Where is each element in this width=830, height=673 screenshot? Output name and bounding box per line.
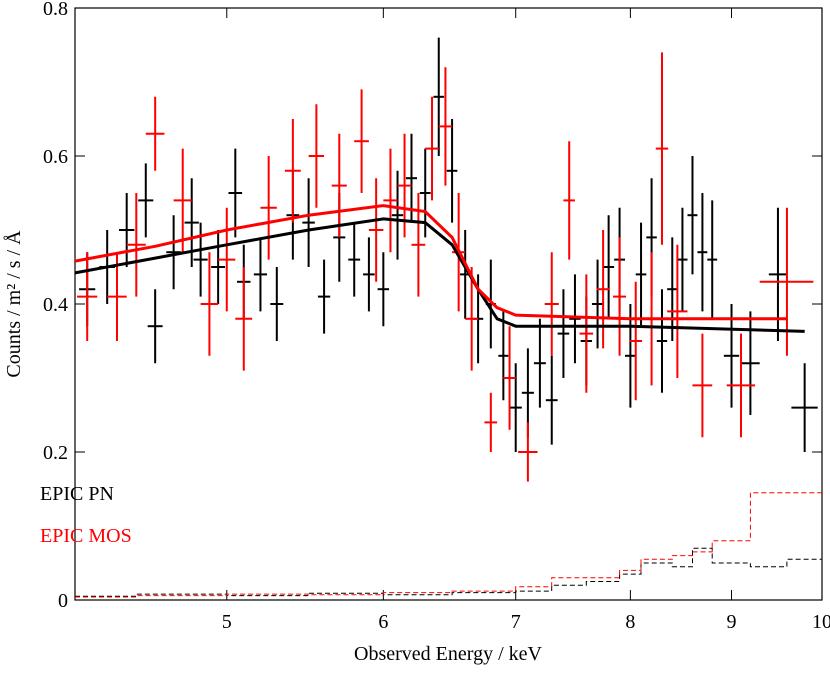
plot-frame bbox=[74, 7, 823, 601]
x-tick-label: 6 bbox=[378, 611, 388, 633]
x-tick-label: 7 bbox=[511, 611, 521, 633]
x-tick-label: 10 bbox=[812, 611, 830, 633]
y-tick-label: 0.2 bbox=[43, 442, 68, 464]
y-tick-label: 0.8 bbox=[43, 0, 68, 20]
legend-entry: EPIC MOS bbox=[40, 525, 132, 547]
model-line bbox=[74, 204, 787, 321]
y-tick-label: 0.4 bbox=[43, 294, 68, 316]
background-step bbox=[75, 492, 822, 598]
y-axis-label: Counts / m² / s / Å bbox=[3, 230, 25, 378]
x-tick-label: 8 bbox=[625, 611, 635, 633]
legend-entry: EPIC PN bbox=[40, 483, 114, 505]
x-tick-label: 5 bbox=[222, 611, 232, 633]
model-line bbox=[74, 217, 805, 333]
x-axis-label: Observed Energy / keV bbox=[354, 643, 542, 665]
background-step bbox=[75, 547, 822, 597]
y-tick-label: 0.6 bbox=[43, 146, 68, 168]
y-tick-label: 0 bbox=[58, 590, 68, 612]
x-tick-label: 9 bbox=[727, 611, 737, 633]
